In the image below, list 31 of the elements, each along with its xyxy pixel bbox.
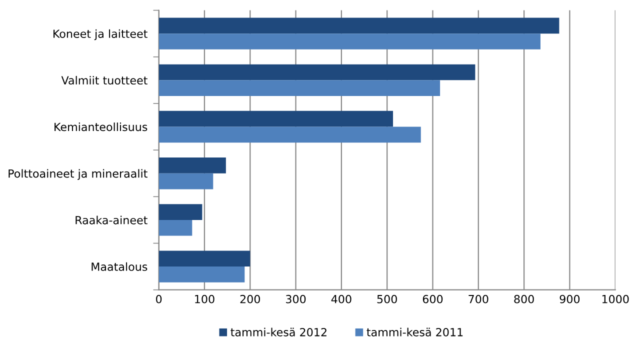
bar [158,220,192,236]
bar [158,266,245,282]
x-tick-label: 600 [422,294,443,304]
x-tick-label: 500 [377,294,397,304]
x-tick-label: 300 [286,294,306,304]
y-tick-label: Valmiit tuotteet [61,76,148,85]
x-tick-label: 800 [514,294,534,304]
x-tick-label: 900 [560,294,580,304]
x-tick-label: 200 [240,294,260,304]
x-tick-label: 400 [331,294,352,304]
bar [158,126,421,143]
y-tick-label: Raaka-aineet [76,216,148,224]
y-tick-label: Kemianteollisuus [54,122,148,132]
bar [158,80,440,96]
bar [158,173,214,190]
x-tick-label: 0 [156,294,162,304]
bar [158,250,250,267]
bar [158,64,476,80]
legend-label: tammi-kesä 2011 [366,328,463,336]
bar [158,158,226,174]
bar [158,110,394,127]
y-tick-label: Polttoaineet ja mineraalit [8,169,148,180]
x-tick-label: 100 [195,294,214,304]
x-tick-label: 1000 [602,294,629,304]
bar [158,18,560,34]
legend-label: tammi-kesä 2012 [230,328,326,336]
bar [158,204,202,220]
x-tick-label: 700 [468,294,488,304]
y-tick-label: Maatalous [92,262,148,271]
y-tick-label: Koneet ja laitteet [54,29,148,40]
bar [158,34,540,50]
